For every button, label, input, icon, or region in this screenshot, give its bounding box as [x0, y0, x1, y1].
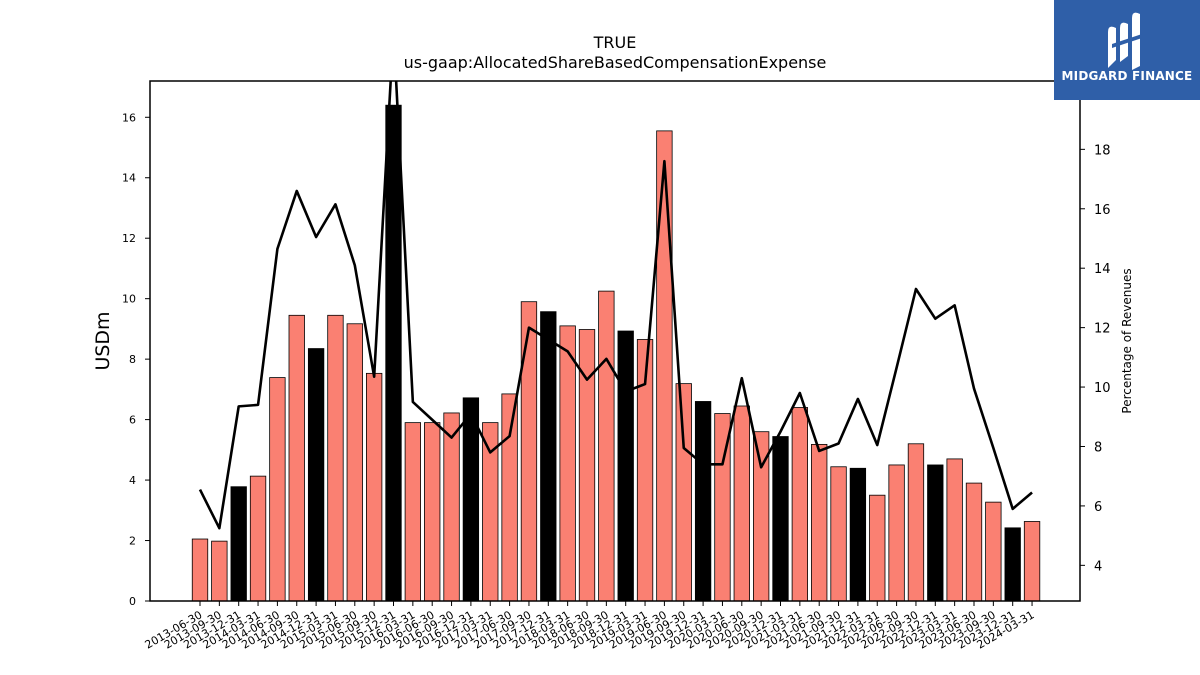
bar	[307, 348, 325, 602]
y2-tick-label: 14	[1094, 262, 1111, 277]
bar	[346, 323, 363, 602]
bar	[559, 325, 576, 602]
y-tick-label: 6	[129, 414, 136, 427]
bar	[656, 130, 673, 602]
y2-tick-label: 18	[1094, 143, 1111, 158]
y-tick-label: 2	[129, 535, 136, 548]
y-tick-label: 12	[122, 232, 136, 245]
plot-frame	[149, 80, 1081, 602]
y2-tick-label: 12	[1094, 322, 1111, 337]
bar	[404, 422, 422, 602]
brand-logo: MIDGARD FINANCE	[1054, 0, 1200, 100]
bar	[501, 393, 518, 602]
bar	[1023, 521, 1041, 602]
bar	[772, 436, 789, 602]
bar	[327, 314, 344, 602]
bar	[675, 383, 692, 602]
chart-subtitle: us-gaap:AllocatedShareBasedCompensationE…	[404, 53, 827, 72]
y-tick-label: 4	[129, 474, 136, 487]
chart-title: TRUE	[593, 33, 637, 52]
y2-tick-label: 16	[1094, 203, 1111, 218]
left-axis: 0 2 4 6 8 10 12 14 16	[122, 111, 150, 608]
bar	[191, 538, 209, 602]
y2-tick-label: 10	[1094, 381, 1111, 396]
bar	[443, 412, 460, 602]
right-axis: 4 6 8 10 12 14 16 18	[1080, 143, 1111, 574]
bar	[424, 422, 441, 602]
bar	[869, 494, 886, 602]
bar-series	[191, 104, 1041, 602]
bar	[694, 401, 712, 602]
bar	[540, 311, 557, 602]
y-tick-label: 10	[122, 293, 136, 306]
bar	[888, 464, 905, 602]
bar	[811, 443, 828, 602]
y-tick-label: 0	[129, 595, 136, 608]
bar	[791, 407, 808, 602]
bar	[1004, 527, 1021, 602]
bar	[849, 467, 867, 602]
bar	[927, 464, 944, 602]
brand-name: MIDGARD FINANCE	[1061, 69, 1193, 83]
y-tick-label: 8	[129, 353, 136, 366]
bar	[946, 458, 963, 602]
bar	[520, 301, 538, 602]
y-tick-label: 14	[122, 172, 136, 185]
bar	[598, 290, 615, 602]
bar	[617, 330, 634, 602]
midgard-logo-icon	[1108, 12, 1142, 70]
y2-axis-label: Percentage of Revenues	[1120, 268, 1134, 413]
bar	[830, 466, 847, 602]
bar	[965, 482, 983, 602]
bar	[288, 314, 305, 602]
y-axis-label: USDm	[92, 311, 114, 370]
bar	[985, 501, 1002, 602]
percentage-line	[198, 81, 1033, 530]
bar	[385, 104, 402, 602]
bar	[269, 377, 286, 602]
x-axis: 2013-06-302013-09-302013-12-312014-03-31…	[143, 601, 1037, 652]
y2-tick-label: 6	[1094, 500, 1102, 515]
bar	[365, 372, 383, 602]
y-tick-label: 16	[122, 111, 136, 124]
y2-tick-label: 8	[1094, 440, 1102, 455]
bar	[211, 540, 228, 602]
line-series	[198, 81, 1033, 530]
y2-tick-label: 4	[1094, 559, 1102, 574]
bar	[462, 397, 480, 602]
bar	[230, 486, 247, 602]
bar	[733, 405, 750, 602]
bar	[249, 475, 267, 602]
bar	[907, 443, 925, 602]
